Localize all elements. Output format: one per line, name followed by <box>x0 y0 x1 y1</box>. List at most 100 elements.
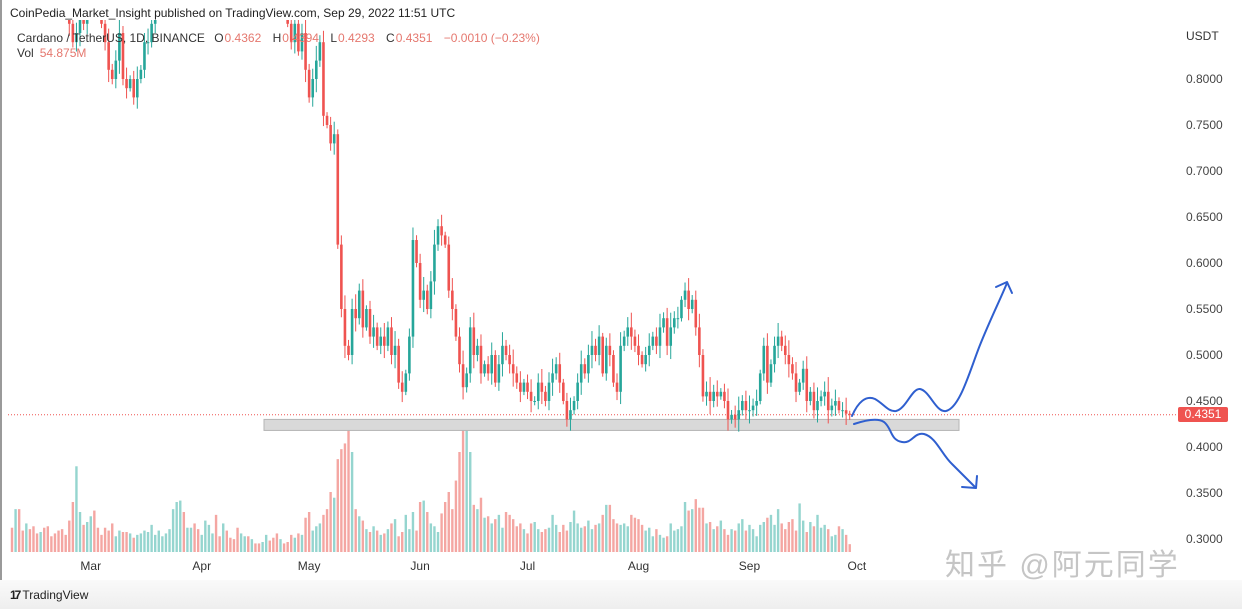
support-zone[interactable] <box>263 418 960 431</box>
candle <box>125 67 128 99</box>
candle-body <box>440 226 443 236</box>
volume-bar <box>200 534 203 552</box>
candle-body <box>422 290 425 300</box>
candle <box>694 290 698 336</box>
volume-bar <box>673 530 676 552</box>
volume-bar <box>544 529 547 552</box>
volume-bar <box>554 524 558 552</box>
candle <box>418 253 422 309</box>
candle <box>368 300 372 344</box>
volume-bar <box>78 512 82 552</box>
candle <box>325 112 329 129</box>
candle <box>454 304 458 341</box>
bounce-up-arrow[interactable] <box>851 282 1008 417</box>
candle <box>783 335 787 365</box>
candle <box>404 369 408 396</box>
volume-bar <box>440 513 443 552</box>
volume-bar <box>239 533 243 552</box>
volume-bar <box>762 522 765 552</box>
volume-bar <box>257 543 261 552</box>
volume-bar <box>307 512 311 552</box>
candle-body <box>712 391 715 401</box>
candle-body <box>497 364 501 383</box>
candle-body <box>576 382 579 401</box>
volume-bar <box>75 466 78 552</box>
volume-bar <box>426 512 429 552</box>
candle <box>551 358 554 396</box>
candle-body <box>562 382 565 401</box>
candle-body <box>343 309 347 346</box>
volume-bar <box>132 537 135 552</box>
volume-bar <box>547 527 551 552</box>
candle-body <box>375 327 379 346</box>
candle-body <box>680 299 683 319</box>
volume-bar <box>43 527 46 552</box>
volume-bar <box>497 514 501 552</box>
volume-bar <box>68 520 71 552</box>
watermark: 知乎 @阿元同学 <box>945 549 1180 582</box>
volume-bar <box>461 423 465 552</box>
candle-body <box>67 20 71 24</box>
candle <box>458 327 461 373</box>
candle-body <box>468 327 472 374</box>
price-tick: 0.7500 <box>1186 118 1223 132</box>
candle <box>544 385 547 407</box>
candle-body <box>819 396 823 401</box>
volume-bar <box>784 529 787 552</box>
candle <box>844 397 848 425</box>
volume-bar <box>597 523 601 552</box>
candle <box>400 371 404 403</box>
candle <box>143 33 146 79</box>
candle-body <box>486 364 490 374</box>
candle-body <box>479 345 483 374</box>
volume-bar <box>325 509 329 552</box>
candle-body <box>776 336 780 346</box>
price-axis-unit: USDT <box>1186 29 1219 43</box>
candle-body <box>501 345 504 365</box>
candle <box>651 331 655 351</box>
candle <box>329 116 332 151</box>
candle <box>701 349 705 402</box>
volume-bar <box>798 503 801 552</box>
candle <box>633 329 637 353</box>
candle <box>715 380 719 407</box>
candle-body <box>350 309 354 355</box>
volume-bar <box>254 543 257 552</box>
candle <box>497 355 501 391</box>
candle-body <box>647 345 651 355</box>
volume-bar <box>14 509 17 552</box>
candle <box>336 129 340 249</box>
candle <box>136 66 139 109</box>
volume-bar <box>243 536 246 552</box>
candle <box>604 337 608 381</box>
candle-body <box>694 299 698 328</box>
symbol-name[interactable]: Cardano / TetherUS, 1D, BINANCE <box>17 31 205 45</box>
candle <box>393 331 397 369</box>
candle-body <box>307 69 311 98</box>
volume-bar <box>146 532 150 552</box>
volume-bar <box>486 516 490 552</box>
candle <box>300 23 304 60</box>
price-tick: 0.7000 <box>1186 164 1223 178</box>
volume-bar <box>128 533 132 552</box>
volume-bar <box>218 536 221 552</box>
price-tick: 0.5500 <box>1186 302 1223 316</box>
volume-bar <box>472 504 476 552</box>
candle-body <box>408 336 411 374</box>
candle-body <box>583 364 587 374</box>
volume-bar <box>576 523 579 552</box>
candle <box>619 332 622 405</box>
candle <box>365 305 368 331</box>
volume-bar <box>572 510 576 552</box>
candle <box>315 45 318 93</box>
volume-bar <box>25 523 28 552</box>
candle-body <box>844 410 848 414</box>
candle-body <box>318 42 322 61</box>
tradingview-logo[interactable]: 17 TradingView <box>10 588 88 602</box>
candle-body <box>690 299 694 309</box>
scenario-drawings[interactable] <box>851 281 1013 489</box>
breakdown-arrow[interactable] <box>853 418 976 488</box>
volume-bar <box>93 510 96 552</box>
candle-body <box>651 336 655 346</box>
